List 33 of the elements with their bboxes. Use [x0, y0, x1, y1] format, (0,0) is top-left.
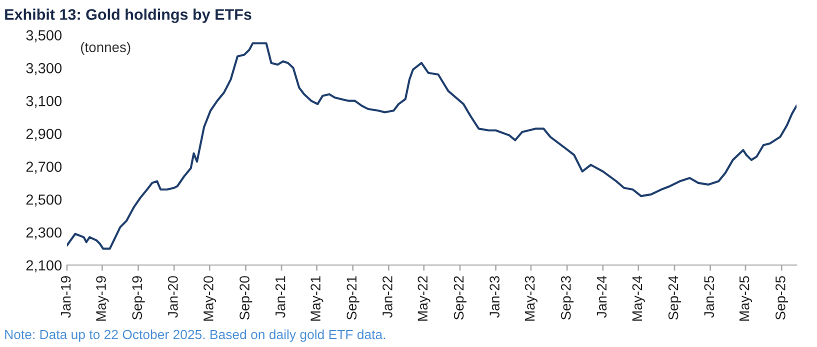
- x-tick-label: May-19: [96, 276, 109, 321]
- x-tick-label: May-24: [632, 276, 645, 321]
- x-tick-label: Sep-25: [776, 276, 788, 320]
- x-tick-label: Jan-23: [490, 276, 500, 318]
- x-tick-label: Jan-24: [596, 276, 607, 318]
- y-tick-label: 3,100: [26, 96, 62, 108]
- x-tick-label: May-21: [310, 276, 324, 321]
- x-tick-label: May-25: [739, 276, 752, 321]
- text: Note: Data up to 22 October 2025. Based on daily gold ETF data.: [5, 329, 386, 342]
- line-series: [66, 42, 797, 250]
- y-tick-label: 3,500: [26, 30, 62, 42]
- x-tick-label: Jan-25: [704, 276, 714, 318]
- y-tick-label: 2,700: [26, 162, 62, 174]
- chart-title: Exhibit 13: Gold holdings by ETFs: [5, 8, 252, 23]
- x-tick-label: May-23: [524, 276, 538, 321]
- x-tick-label: Jan-22: [382, 276, 392, 318]
- x-tick-label: Sep-24: [668, 276, 681, 320]
- y-tick-label: 2,500: [26, 194, 62, 207]
- x-tick-label: Sep-19: [132, 276, 145, 320]
- x-tick-label: Sep-23: [560, 276, 574, 320]
- y-tick-label: 2,100: [26, 260, 62, 272]
- x-tick-label: Jan-20: [168, 276, 178, 318]
- y-axis-title: (tonnes): [80, 42, 130, 55]
- x-tick-label: Sep-21: [346, 276, 360, 320]
- x-tick-label: Sep-22: [454, 276, 466, 320]
- x-tick-label: May-22: [418, 276, 430, 321]
- x-tick-label: Jan-19: [60, 276, 71, 318]
- y-tick-label: 3,300: [26, 63, 62, 76]
- x-tick-label: Jan-21: [275, 276, 286, 318]
- y-tick-label: 2,300: [26, 227, 62, 240]
- x-tick-label: Sep-20: [240, 276, 252, 320]
- y-tick-label: 2,900: [26, 128, 62, 141]
- x-tick-label: May-20: [204, 276, 216, 321]
